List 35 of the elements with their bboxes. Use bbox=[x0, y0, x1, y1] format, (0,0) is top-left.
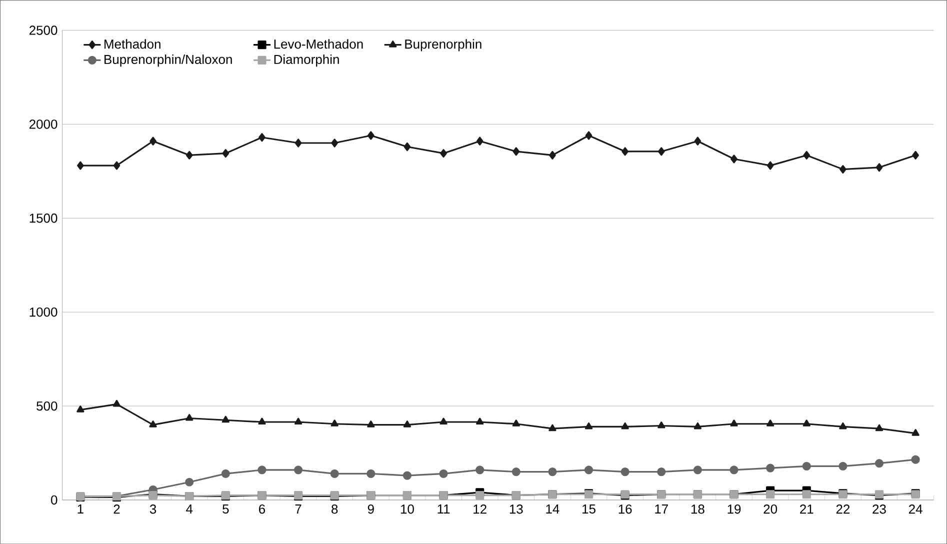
legend-label: Methadon bbox=[104, 39, 160, 49]
x-tick-label: 9 bbox=[368, 504, 374, 514]
x-tick-label: 18 bbox=[691, 504, 704, 514]
x-tick-label: 17 bbox=[655, 504, 668, 514]
x-tick-label: 5 bbox=[222, 504, 229, 514]
legend-label: Levo-Methadon bbox=[274, 39, 363, 49]
x-tick-label: 6 bbox=[259, 504, 266, 514]
y-tick-label: 500 bbox=[36, 401, 58, 411]
x-tick-label: 22 bbox=[836, 504, 850, 514]
x-tick-label: 10 bbox=[400, 504, 414, 514]
y-tick-label: 1500 bbox=[30, 213, 58, 223]
y-tick-label: 1000 bbox=[30, 307, 58, 317]
legend-label: Buprenorphin bbox=[405, 39, 482, 52]
legend-label: Diamorphin bbox=[274, 54, 339, 66]
x-tick-label: 7 bbox=[295, 504, 302, 514]
x-tick-label: 15 bbox=[582, 504, 596, 514]
x-tick-label: 3 bbox=[150, 504, 156, 514]
x-tick-label: 12 bbox=[474, 504, 486, 514]
x-tick-label: 8 bbox=[332, 504, 338, 514]
x-tick-label: 14 bbox=[546, 504, 560, 514]
legend-label: Buprenorphin/Naloxon bbox=[104, 54, 232, 66]
y-tick-label: 2500 bbox=[29, 26, 58, 35]
x-tick-label: 1 bbox=[78, 504, 84, 514]
y-tick-label: 0 bbox=[51, 495, 58, 504]
x-tick-label: 20 bbox=[764, 504, 778, 514]
x-tick-label: 23 bbox=[872, 504, 886, 514]
y-tick-label: 2000 bbox=[29, 119, 58, 129]
x-tick-label: 24 bbox=[908, 504, 922, 514]
x-tick-label: 2 bbox=[114, 504, 120, 514]
x-tick-label: 19 bbox=[728, 504, 741, 514]
x-tick-label: 16 bbox=[618, 504, 632, 514]
x-tick-label: 4 bbox=[186, 504, 193, 514]
x-tick-label: 13 bbox=[510, 504, 523, 514]
x-tick-label: 21 bbox=[800, 504, 814, 514]
x-tick-label: 11 bbox=[438, 504, 450, 514]
